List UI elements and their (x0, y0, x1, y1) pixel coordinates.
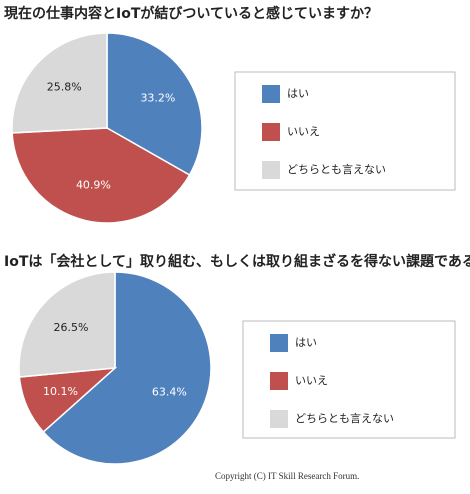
data-label: 63.4% (152, 385, 187, 398)
legend-swatch (262, 161, 280, 179)
pie-slice (106, 32, 203, 177)
copyright: Copyright (C) IT Skill Research Forum. (215, 471, 359, 481)
legend-label: はい (287, 87, 309, 100)
legend-swatch (270, 372, 288, 390)
pie-slice (42, 271, 212, 465)
legend-label: いいえ (295, 374, 328, 387)
pie-slice (11, 127, 191, 224)
legend-swatch (270, 410, 288, 428)
data-label: 26.5% (54, 321, 89, 334)
legend-swatch (262, 85, 280, 103)
data-label: 10.1% (43, 385, 78, 398)
data-label: 33.2% (140, 91, 175, 104)
legend-swatch (262, 123, 280, 141)
legend-label: どちらとも言えない (287, 163, 386, 176)
legend-label: はい (295, 336, 317, 349)
chart-title: 現在の仕事内容とIoTが結びついていると感じていますか？ (4, 5, 378, 22)
legend-label: どちらとも言えない (295, 412, 394, 425)
pie-slice (18, 271, 116, 378)
legend-swatch (270, 334, 288, 352)
data-label: 25.8% (47, 80, 82, 93)
pie-slice (11, 32, 108, 134)
data-label: 40.9% (76, 178, 111, 191)
chart-title: IoTは「会社として」取り組む、もしくは取り組まざるを得ない課題である (4, 253, 470, 270)
legend-label: いいえ (287, 125, 320, 138)
